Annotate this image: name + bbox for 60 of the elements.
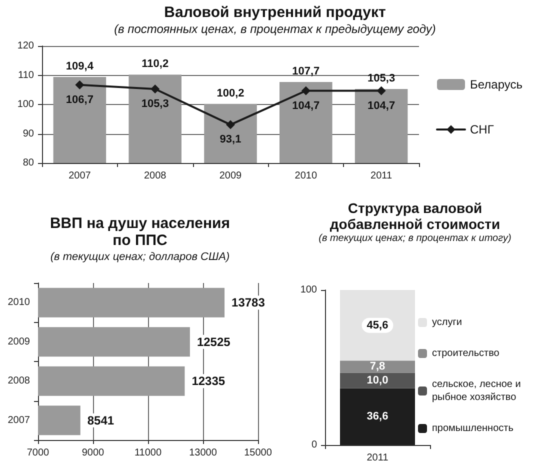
x-tick-label: 11000 xyxy=(134,448,162,458)
y-tick-label: 2008 xyxy=(8,376,30,387)
legend-label: Беларусь xyxy=(470,78,522,92)
data-label: 12335 xyxy=(192,374,226,388)
point xyxy=(150,84,160,94)
bar xyxy=(340,388,415,445)
point xyxy=(75,80,84,90)
chart-title: Структура валовой добавленной стоимости xyxy=(328,200,502,232)
x-tick-label: 7000 xyxy=(26,448,50,458)
x-tick-label: 13000 xyxy=(189,448,218,458)
data-label: 10,0 xyxy=(366,374,388,387)
data-label: 12525 xyxy=(196,334,231,349)
x-tick-label: 2009 xyxy=(219,170,242,182)
data-label: 104,7 xyxy=(368,100,396,112)
y-tick-label: 90 xyxy=(22,128,34,140)
y-tick-label: 110 xyxy=(18,70,34,81)
data-label: 109,4 xyxy=(66,60,94,73)
bar xyxy=(340,290,415,361)
data-label: 8541 xyxy=(87,413,114,428)
x-tick-label: 15000 xyxy=(244,448,272,458)
y-tick-label: 2009 xyxy=(8,336,30,348)
data-label: 107,7 xyxy=(292,65,320,78)
y-tick-label: 120 xyxy=(17,40,34,52)
chart-subtitle: (в постоянных ценах, в процентах к предыдущему году) xyxy=(113,22,437,37)
data-label: 110,2 xyxy=(142,58,169,70)
y-tick-label: 100 xyxy=(17,99,34,110)
x-tick-label: 2007 xyxy=(68,170,92,182)
y-tick-label: 80 xyxy=(22,158,34,168)
x-tick-label: 2011 xyxy=(370,170,392,182)
y-tick-label: 2010 xyxy=(8,297,30,308)
x-tick-label: 2008 xyxy=(144,170,167,182)
data-label: 45,6 xyxy=(366,319,388,332)
data-label: 7,8 xyxy=(370,360,386,373)
data-label: 36,6 xyxy=(366,410,388,423)
chart-subtitle: (в текущих ценах; долларов США) xyxy=(49,250,231,264)
y-tick-label: 100 xyxy=(300,284,318,296)
bar xyxy=(340,372,415,388)
data-label: 106,7 xyxy=(66,94,94,106)
bar xyxy=(340,360,415,373)
legend-label: сельское, лесное и рыбное хозяйство xyxy=(432,379,521,403)
chart-subtitle: (в текущих ценах; в процентах к итогу) xyxy=(318,233,512,246)
y-tick-label: 2007 xyxy=(8,414,30,426)
data-label: 100,2 xyxy=(216,87,244,100)
x-tick-label: 9000 xyxy=(82,448,105,458)
data-label: 93,1 xyxy=(220,134,242,146)
data-label: 105,3 xyxy=(141,98,169,110)
x-tick-label: 2011 xyxy=(366,452,389,464)
legend-label: промышленность xyxy=(432,423,514,434)
point xyxy=(301,86,310,96)
y-tick-label: 0 xyxy=(311,440,318,450)
point xyxy=(226,120,235,130)
legend-label: услуги xyxy=(432,317,462,328)
data-label: 105,3 xyxy=(368,72,396,84)
data-label: 104,7 xyxy=(292,100,320,112)
legend-label: СНГ xyxy=(470,122,494,136)
point xyxy=(376,86,386,96)
legend-label: строительство xyxy=(432,348,500,359)
chart-title: Валовой внутренний продукт xyxy=(163,4,387,22)
chart-title: ВВП на душу населения по ППС xyxy=(48,215,232,250)
data-label: 13783 xyxy=(232,296,266,310)
